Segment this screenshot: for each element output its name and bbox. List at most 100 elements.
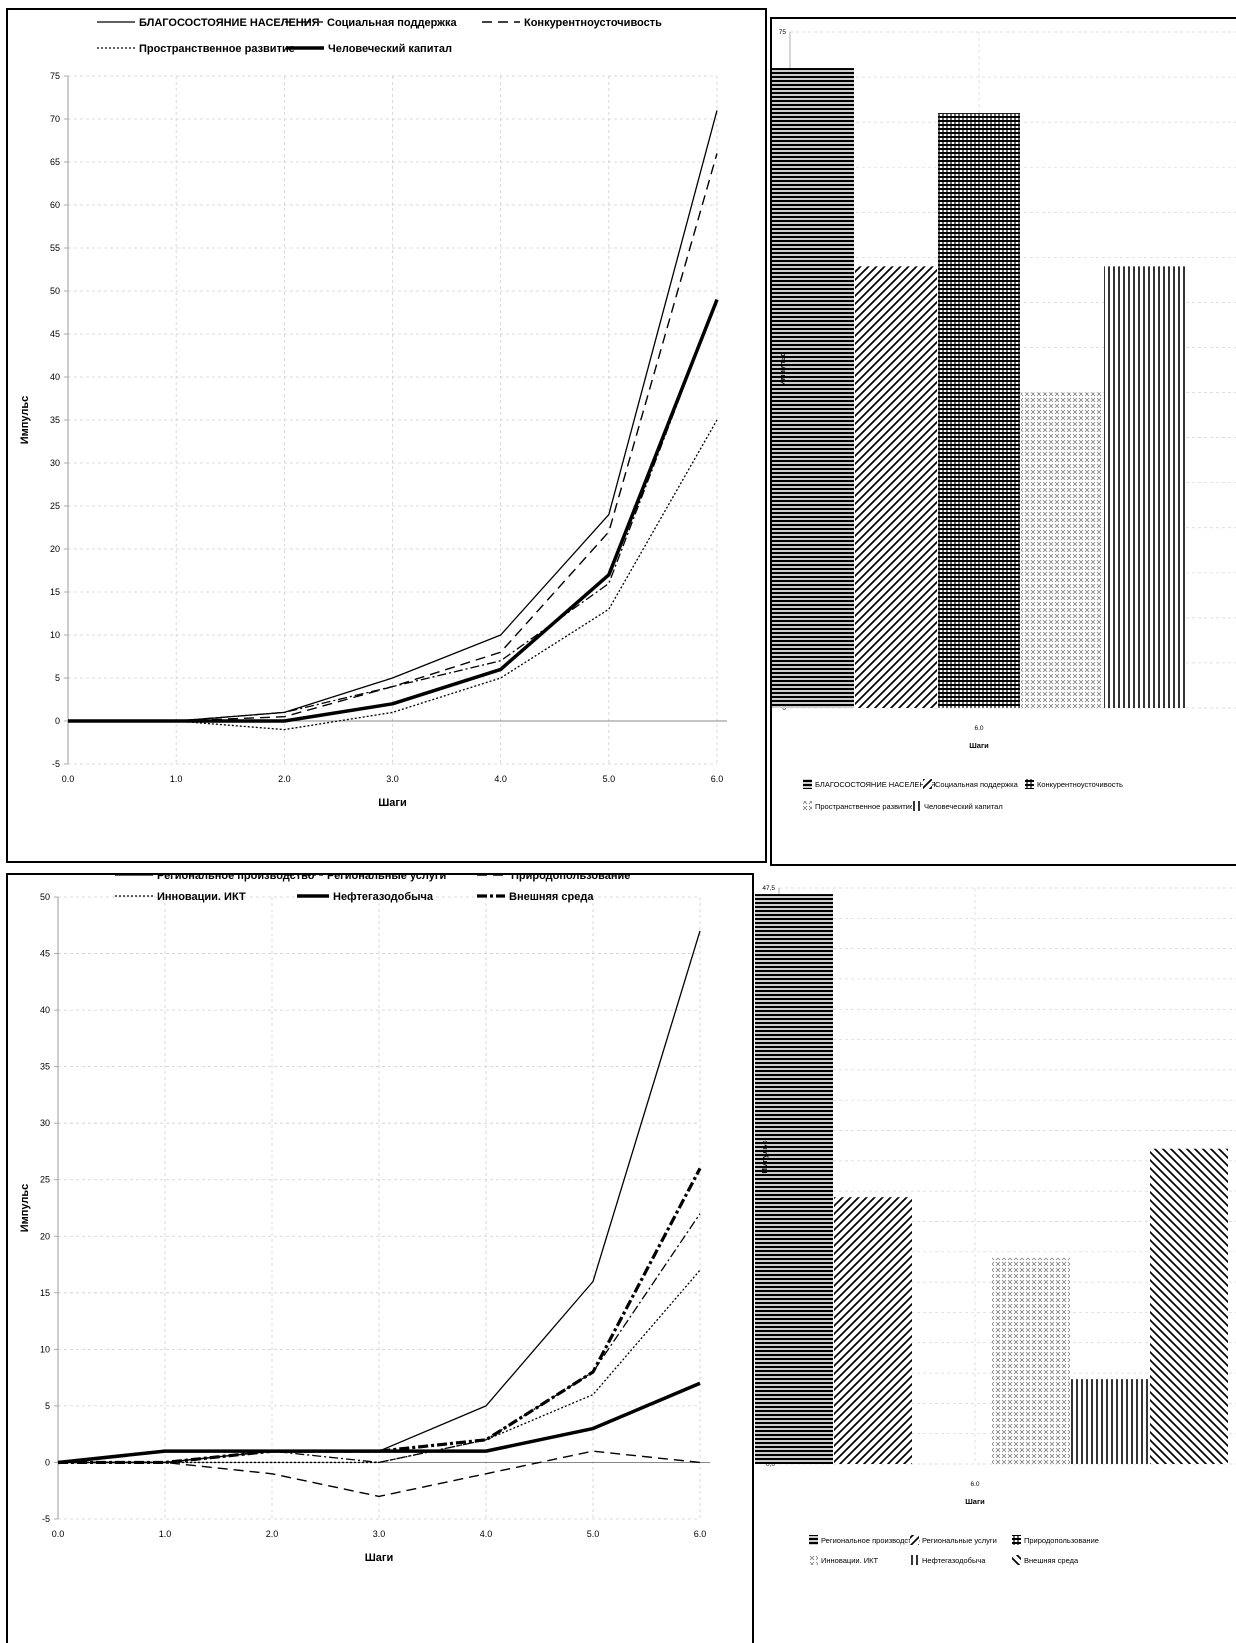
y-tick-label: 25	[40, 1175, 50, 1185]
series-line-природопользование	[58, 1450, 701, 1498]
y-tick-label: 40	[40, 1005, 50, 1015]
x-tick-label: 4.0	[480, 1529, 493, 1539]
x-tick-label: 6.0	[694, 1529, 707, 1539]
line-chart-svg: -5 0 5 10 15 20 25 30 35 40 45 50 55 60 65 70 75 0.0 1.0 2.…	[19, 17, 727, 809]
legend: Региональное производство Региональные ус…	[115, 875, 630, 903]
series-group	[68, 110, 719, 731]
x-tick-label: 1.0	[159, 1529, 172, 1539]
legend-label: Региональные услуги	[327, 875, 446, 882]
y-tick-label: 50	[40, 892, 50, 902]
y-tick-label: 15	[50, 587, 60, 597]
legend: БЛАГОСОСТОЯНИЕ НАСЕЛЕНИЯ Социальная подде…	[97, 17, 662, 55]
y-tick-label: 30	[50, 458, 60, 468]
y-tick-label: 0	[782, 705, 786, 712]
legend-swatch	[809, 1555, 818, 1565]
legend-swatch	[1012, 1555, 1021, 1565]
x-axis-label: Шаги	[969, 741, 989, 750]
y-tick-label: 10	[50, 630, 60, 640]
legend-swatch	[809, 1535, 818, 1545]
chart-bar-economy: 0,02,55,07,510,012,515,017,520,022,525,0…	[755, 877, 1236, 1643]
y-axis-label: Импульс	[778, 352, 787, 385]
chart-line-welfare: -5 0 5 10 15 20 25 30 35 40 45 50 55 60 65 70 75 0.0 1.0 2.…	[6, 8, 767, 863]
x-tick-label: 6.0	[711, 774, 724, 784]
series-group	[57, 930, 702, 1498]
series-line-региональное-производство	[58, 930, 701, 1464]
y-tick-label: 45	[40, 949, 50, 959]
x-tick-label: 6.0	[974, 725, 983, 732]
y-tick-label: 35	[40, 1062, 50, 1072]
legend-swatch	[912, 801, 921, 811]
legend-swatch	[910, 1555, 919, 1565]
legend-label: Социальная поддержка	[327, 17, 457, 29]
legend-label: БЛАГОСОСТОЯНИЕ НАСЕЛЕНИЯ	[815, 780, 936, 789]
legend-swatch	[923, 779, 932, 789]
legend-label: Инновации. ИКТ	[157, 891, 246, 903]
y-tick-label: 20	[40, 1231, 50, 1241]
y-tick-label: 0	[45, 1457, 50, 1467]
x-axis-label: Шаги	[378, 797, 407, 809]
bar-chart-svg: 0,02,55,07,510,012,515,017,520,022,525,0…	[755, 885, 1236, 1565]
y-tick-label: 75	[50, 71, 60, 81]
chart-bar-welfare: 0510152025303540455055606570756.0ШагиИмп…	[770, 17, 1236, 866]
y-tick-label: 60	[50, 200, 60, 210]
chart-line-economy: -5 0 5 10 15 20 25 30 35 40 45 50 0.0 1.0 2.0 3.0 4.0 5.0…	[6, 873, 754, 1643]
legend-label: Конкурентноусточивость	[1037, 780, 1123, 789]
series-line-конкурентноусточивость	[68, 153, 718, 722]
x-tick-label: 3.0	[373, 1529, 386, 1539]
y-tick-label: 30	[40, 1118, 50, 1128]
x-tick-label: 1.0	[170, 774, 183, 784]
y-axis-label: Импульс	[760, 1140, 769, 1173]
y-tick-label: -5	[42, 1514, 50, 1524]
y-tick-label: 10	[40, 1344, 50, 1354]
bar-внешняя-среда	[1150, 1148, 1228, 1464]
bar-chart-svg: 0510152025303540455055606570756.0ШагиИмп…	[772, 29, 1236, 811]
legend-label: Региональное производство	[157, 875, 315, 882]
legend-label: Пространственное развитие	[815, 802, 914, 811]
bar-человеческий-капитал	[1104, 266, 1186, 708]
bar-социальная-поддержка	[855, 266, 937, 708]
x-tick-label: 3.0	[386, 774, 399, 784]
bar-благосостояние-населения	[772, 68, 854, 708]
y-tick-label: 40	[50, 372, 60, 382]
series-line-внешняя-среда	[58, 1167, 702, 1465]
y-tick-label: 47,5	[762, 885, 775, 892]
y-axis-label: Импульс	[19, 396, 31, 445]
legend-swatch	[910, 1535, 919, 1545]
legend-label: Нефтегазодобыча	[922, 1556, 986, 1565]
bar-нефтегазодобыча	[1071, 1379, 1149, 1464]
legend-label: Человеческий капитал	[924, 802, 1003, 811]
y-tick-label: 15	[40, 1288, 50, 1298]
legend-swatch	[803, 779, 812, 789]
series-line-нефтегазодобыча	[57, 1381, 701, 1465]
legend-label: Внешняя среда	[509, 891, 594, 903]
bar-инновации-икт	[992, 1257, 1070, 1464]
y-tick-label: 70	[50, 114, 60, 124]
y-tick-label: 5	[45, 1401, 50, 1411]
y-axis-label: Импульс	[19, 1184, 31, 1233]
grid	[54, 896, 701, 1520]
x-tick-label: 2.0	[266, 1529, 279, 1539]
x-axis-label: Шаги	[365, 1552, 394, 1564]
series-line-инновации-икт	[58, 1269, 701, 1464]
y-tick-label: 50	[50, 286, 60, 296]
legend-swatch	[803, 801, 812, 811]
legend-label: Социальная поддержка	[935, 780, 1019, 789]
legend-label: Человеческий капитал	[328, 43, 452, 55]
y-tick-label: 5	[55, 673, 60, 683]
legend-label: БЛАГОСОСТОЯНИЕ НАСЕЛЕНИЯ	[139, 17, 320, 29]
grid	[64, 75, 718, 765]
legend: Региональное производство Региональные ус…	[809, 1535, 1099, 1565]
legend-label: Нефтегазодобыча	[333, 891, 434, 903]
x-tick-label: 0.0	[62, 774, 75, 784]
x-tick-label: 5.0	[603, 774, 616, 784]
bar-пространственное-развитие	[1021, 392, 1103, 708]
y-tick-label: -5	[52, 759, 60, 769]
bar-региональное-производство	[755, 894, 833, 1464]
legend-label: Пространственное развитие	[139, 43, 295, 55]
legend-label: Внешняя среда	[1024, 1556, 1079, 1565]
series-line-региональные-услуги	[58, 1213, 701, 1464]
y-tick-label: 25	[50, 501, 60, 511]
y-tick-label: 65	[50, 157, 60, 167]
legend-label: Региональные услуги	[922, 1536, 997, 1545]
x-axis-label: Шаги	[965, 1497, 985, 1506]
